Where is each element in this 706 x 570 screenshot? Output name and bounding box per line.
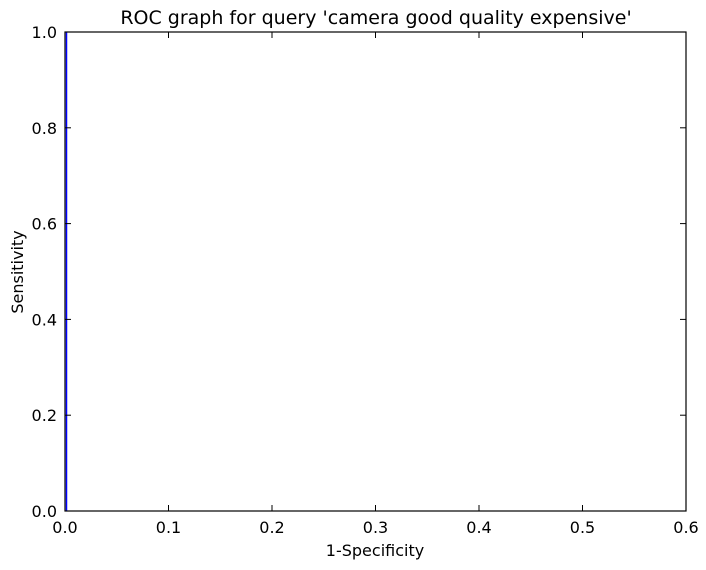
y-axis-label: Sensitivity [8, 230, 27, 313]
y-tick-label: 0.0 [32, 502, 57, 521]
x-tick-label: 0.5 [570, 518, 595, 537]
plot-frame [64, 31, 687, 512]
x-tick-label: 0.3 [363, 518, 388, 537]
x-tick-label: 0.0 [52, 518, 77, 537]
x-tick-label: 0.2 [259, 518, 284, 537]
y-tick-label: 1.0 [32, 23, 57, 42]
x-tick-label: 0.6 [673, 518, 698, 537]
x-axis-ticks: 0.0 0.1 0.2 0.3 0.4 0.5 0.6 [52, 32, 699, 537]
y-tick-label: 0.8 [32, 119, 57, 138]
y-axis-ticks: 0.0 0.2 0.4 0.6 0.8 1.0 [32, 23, 686, 521]
x-axis-label: 1-Specificity [326, 541, 424, 560]
y-tick-label: 0.2 [32, 406, 57, 425]
x-tick-label: 0.4 [466, 518, 491, 537]
y-tick-label: 0.6 [32, 215, 57, 234]
x-tick-label: 0.1 [156, 518, 181, 537]
y-tick-label: 0.4 [32, 310, 57, 329]
chart-title: ROC graph for query 'camera good quality… [120, 7, 631, 29]
